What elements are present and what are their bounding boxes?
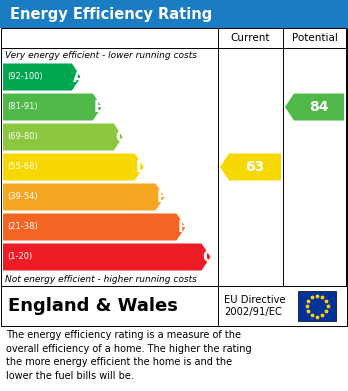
Bar [1,286,347,326]
Text: 84: 84 [309,100,329,114]
Text: England & Wales: England & Wales [8,297,178,315]
Text: (1-20): (1-20) [7,253,32,262]
Text: A: A [73,70,85,84]
Text: Potential: Potential [292,33,338,43]
Polygon shape [3,154,144,181]
Text: Very energy efficient - lower running costs: Very energy efficient - lower running co… [5,50,197,59]
Text: (39-54): (39-54) [7,192,38,201]
Text: C: C [115,129,126,145]
Text: (81-91): (81-91) [7,102,38,111]
Polygon shape [285,93,344,120]
Polygon shape [3,93,102,120]
Bar [0,0,348,28]
Text: E: E [157,190,167,204]
Text: 63: 63 [245,160,264,174]
Bar [298,291,336,321]
Text: The energy efficiency rating is a measure of the
overall efficiency of a home. T: The energy efficiency rating is a measur… [6,330,252,381]
Polygon shape [3,124,123,151]
Text: (69-80): (69-80) [7,133,38,142]
Text: (55-68): (55-68) [7,163,38,172]
Text: B: B [94,99,105,115]
Polygon shape [3,213,185,240]
Text: Not energy efficient - higher running costs: Not energy efficient - higher running co… [5,274,197,283]
Polygon shape [3,63,81,90]
Text: G: G [203,249,215,264]
Text: D: D [136,160,148,174]
Polygon shape [3,183,165,210]
Text: Energy Efficiency Rating: Energy Efficiency Rating [10,7,212,22]
Text: F: F [177,219,188,235]
Polygon shape [220,154,281,181]
Text: (21-38): (21-38) [7,222,38,231]
Polygon shape [3,244,211,271]
Text: (92-100): (92-100) [7,72,43,81]
Bar [1,28,347,286]
Text: Current: Current [231,33,270,43]
Text: EU Directive
2002/91/EC: EU Directive 2002/91/EC [224,295,286,317]
